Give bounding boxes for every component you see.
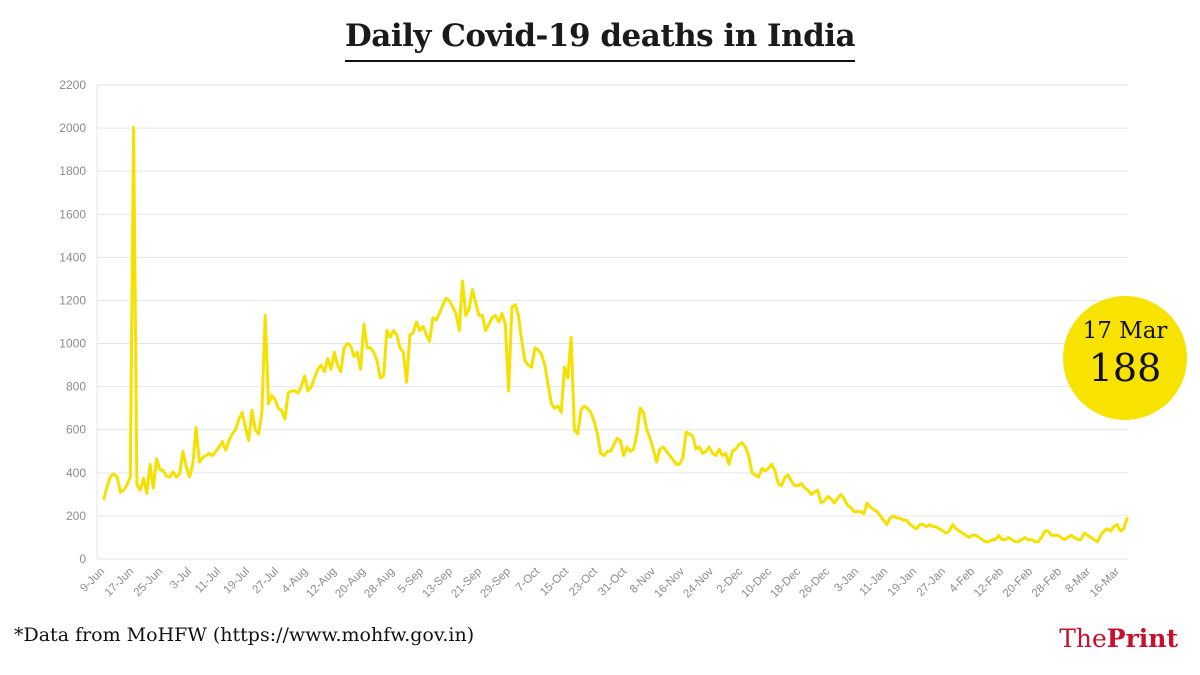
x-tick-label: 28-Feb xyxy=(1030,566,1064,600)
source-footnote: *Data from MoHFW (https://www.mohfw.gov.… xyxy=(14,624,475,646)
y-tick-label: 200 xyxy=(66,509,86,523)
x-tick-label: 27-Jul xyxy=(250,566,281,597)
x-tick-label: 10-Dec xyxy=(739,565,774,600)
x-tick-label: 20-Aug xyxy=(333,566,368,601)
y-tick-label: 2000 xyxy=(59,121,86,135)
badge-value: 188 xyxy=(1088,346,1162,390)
grid-layer xyxy=(96,84,1128,560)
x-tick-label: 31-Oct xyxy=(596,565,629,598)
x-tick-label: 12-Aug xyxy=(304,566,339,601)
x-tick-label: 29-Sep xyxy=(478,566,513,601)
x-tick-label: 19-Jul xyxy=(221,566,252,597)
x-tick-label: 24-Nov xyxy=(681,565,716,600)
badge-date: 17 Mar xyxy=(1082,318,1168,344)
y-tick-label: 1600 xyxy=(59,207,86,221)
x-tick-label: 25-Jun xyxy=(132,566,165,599)
x-tick-label: 21-Sep xyxy=(449,566,484,601)
x-tick-label: 16-Mar xyxy=(1088,566,1122,600)
x-tick-label: 11-Jan xyxy=(857,566,890,599)
x-tick-label: 12-Feb xyxy=(972,566,1006,600)
chart-title-wrap: Daily Covid-19 deaths in India xyxy=(0,18,1200,62)
y-tick-label: 1800 xyxy=(59,164,86,178)
y-tick-label: 0 xyxy=(79,552,86,566)
y-axis-ticks: 0 200 400 600 800 1000 1200 1400 1600 1800 2000 220… xyxy=(59,78,86,566)
theprint-logo: ThePrint xyxy=(1059,624,1178,653)
x-tick-label: 3-Jul xyxy=(168,566,194,592)
logo-part-print: Print xyxy=(1106,624,1178,653)
x-tick-label: 15-Oct xyxy=(538,565,571,598)
x-tick-label: 16-Nov xyxy=(652,565,687,600)
x-tick-label: 28-Aug xyxy=(362,566,397,601)
x-tick-label: 13-Sep xyxy=(420,566,455,601)
y-tick-label: 400 xyxy=(66,466,86,480)
x-tick-label: 19-Jan xyxy=(886,566,919,599)
y-tick-label: 2200 xyxy=(59,78,86,92)
x-tick-label: 20-Feb xyxy=(1001,566,1035,600)
x-tick-label: 18-Dec xyxy=(768,565,803,600)
y-tick-label: 1400 xyxy=(59,250,86,264)
y-tick-label: 600 xyxy=(66,423,86,437)
series-line xyxy=(102,125,1129,544)
y-tick-label: 800 xyxy=(66,380,86,394)
x-tick-label: 26-Dec xyxy=(797,565,832,600)
x-tick-label: 23-Oct xyxy=(567,565,600,598)
latest-value-badge: 17 Mar 188 xyxy=(1063,296,1187,420)
x-tick-label: 17-Jun xyxy=(103,566,136,599)
y-tick-label: 1000 xyxy=(59,337,86,351)
x-tick-label: 11-Jul xyxy=(193,566,223,596)
chart-title: Daily Covid-19 deaths in India xyxy=(344,18,856,62)
y-tick-label: 1200 xyxy=(59,293,86,307)
x-tick-label: 27-Jan xyxy=(915,566,948,599)
logo-part-the: The xyxy=(1059,624,1107,653)
